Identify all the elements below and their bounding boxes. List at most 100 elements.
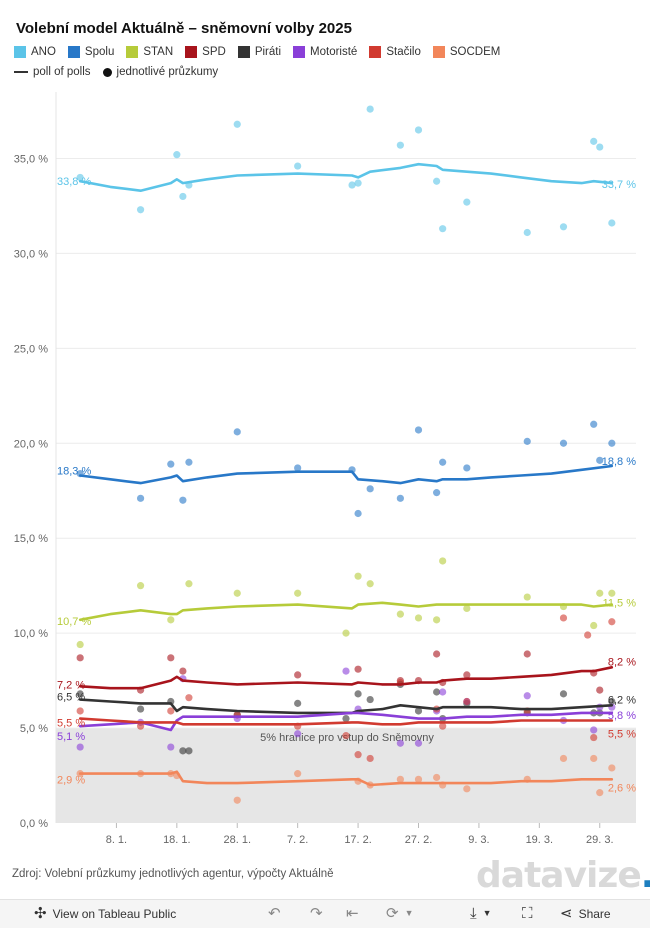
end-label-spd: 8,2 %: [608, 656, 636, 668]
poll-dot-spolu: [396, 494, 404, 502]
poll-dot-ano: [233, 120, 241, 128]
poll-dot-stan: [523, 593, 531, 601]
poll-dot-socdem: [596, 789, 604, 797]
poll-dot-ano: [523, 228, 531, 237]
start-label-stačilo: 5,5 %: [57, 718, 85, 730]
end-label-socdem: 2,6 %: [608, 782, 636, 794]
legend-item-spd[interactable]: SPD: [185, 46, 226, 58]
party-legend: ANO Spolu STAN SPD Piráti Motoristé Stačilo SOC…: [14, 46, 500, 58]
y-tick-label: 10,0 %: [14, 628, 48, 640]
poll-dot-spd: [523, 650, 531, 658]
share-button[interactable]: ⋖ Share: [560, 906, 611, 921]
poll-dot-socdem: [433, 773, 441, 782]
poll-dot-socdem: [233, 796, 241, 804]
poll-dot-motoristé: [342, 667, 350, 675]
poll-dot-stan: [596, 589, 604, 597]
legend-item-line[interactable]: poll of polls: [14, 66, 91, 78]
poll-dot-stan: [342, 629, 350, 637]
end-label-motoristé: 5,8 %: [608, 710, 636, 722]
trend-line-spolu: [78, 464, 614, 485]
poll-dot-motoristé: [523, 692, 531, 700]
download-button[interactable]: ⤓ ▼: [470, 906, 492, 921]
poll-dot-ano: [414, 126, 423, 134]
end-label-stačilo: 5,5 %: [608, 728, 636, 740]
poll-dot-spd: [294, 671, 302, 679]
y-tick-label: 30,0 %: [14, 248, 48, 260]
legend-item-socdem[interactable]: SOCDEM: [432, 46, 500, 58]
legend-item-ano[interactable]: ANO: [14, 46, 56, 58]
legend-label: Stačilo: [386, 46, 421, 58]
poll-dot-spolu: [439, 458, 447, 466]
poll-dot-ano: [173, 151, 181, 159]
start-label-ano: 33,8 %: [57, 176, 91, 188]
legend-item-piráti[interactable]: Piráti: [237, 46, 281, 58]
poll-dot-ano: [179, 192, 187, 201]
legend-label: SPD: [202, 46, 226, 58]
legend-item-spolu[interactable]: Spolu: [67, 46, 114, 58]
poll-dot-stan: [366, 580, 374, 588]
legend-item-stan[interactable]: STAN: [126, 46, 173, 58]
poll-dot-socdem: [414, 775, 423, 783]
redo-button[interactable]: ↷: [310, 906, 323, 921]
legend-label: STAN: [143, 46, 174, 58]
x-tick-label: 9. 3.: [468, 834, 489, 846]
revert-button[interactable]: ⇤: [346, 906, 359, 921]
poll-dot-stačilo: [366, 754, 374, 763]
poll-dot-ano: [559, 223, 568, 231]
poll-dot-stan: [233, 589, 241, 597]
poll-dot-motoristé: [167, 743, 175, 751]
poll-dot-ano: [348, 181, 356, 189]
x-tick-label: 28. 1.: [223, 834, 251, 846]
line-swatch: [14, 71, 28, 73]
poll-dot-motoristé: [439, 688, 447, 696]
refresh-button[interactable]: ⟳ ▼: [386, 906, 414, 921]
poll-dot-socdem: [590, 754, 598, 763]
logo-text: datavize: [476, 855, 642, 896]
poll-dot-ano: [366, 105, 374, 113]
trend-line-stačilo: [78, 717, 614, 726]
poll-dot-stačilo: [590, 733, 598, 742]
poll-dot-ano: [596, 143, 604, 151]
poll-dot-stan: [354, 572, 362, 580]
end-label-spolu: 18,8 %: [602, 456, 636, 468]
share-icon: ⋖: [560, 905, 573, 922]
undo-button[interactable]: ↶: [268, 906, 281, 921]
poll-dot-spd: [76, 654, 84, 662]
revert-icon: ⇤: [346, 905, 359, 922]
poll-dot-stan: [608, 589, 616, 597]
y-tick-label: 0,0 %: [20, 818, 48, 830]
poll-dot-piráti: [354, 690, 362, 698]
datavize-logo[interactable]: datavize.: [476, 856, 650, 896]
view-on-tableau-button[interactable]: ✣ View on Tableau Public: [34, 906, 176, 921]
poll-dot-piráti: [342, 714, 350, 723]
poll-dot-spolu: [366, 485, 374, 493]
poll-dot-piráti: [76, 690, 84, 698]
legend-swatch: [237, 46, 250, 58]
poll-dot-stan: [167, 616, 175, 624]
start-label-spolu: 18,3 %: [57, 466, 91, 478]
fullscreen-button[interactable]: ⛶: [522, 906, 533, 921]
end-label-piráti: 6,2 %: [608, 694, 636, 706]
poll-dot-spd: [596, 686, 604, 694]
poll-dot-socdem: [608, 764, 616, 772]
poll-dot-spolu: [136, 494, 145, 502]
legend-label-line: poll of polls: [33, 66, 91, 78]
y-tick-label: 20,0 %: [14, 438, 48, 450]
legend-item-stačilo[interactable]: Stačilo: [369, 46, 421, 58]
poll-dot-stan: [185, 580, 193, 588]
poll-dot-spd: [433, 650, 441, 658]
mark-legend: poll of polls jednotlivé průzkumy: [14, 66, 218, 78]
poll-dot-piráti: [136, 705, 145, 713]
legend-item-motoristé[interactable]: Motoristé: [293, 46, 357, 58]
x-tick-label: 29. 3.: [586, 834, 614, 846]
legend-item-dots[interactable]: jednotlivé průzkumy: [102, 66, 218, 78]
poll-dot-socdem: [396, 775, 404, 783]
end-label-stan: 11,5 %: [603, 598, 637, 610]
poll-dot-motoristé: [294, 730, 302, 738]
poll-dot-piráti: [179, 747, 187, 755]
poll-dot-stačilo: [342, 732, 350, 740]
poll-dot-stan: [463, 604, 471, 613]
dot-swatch: [102, 67, 112, 77]
chart-title: Volební model Aktuálně – sněmovní volby …: [16, 20, 352, 37]
y-tick-label: 5,0 %: [20, 723, 48, 735]
